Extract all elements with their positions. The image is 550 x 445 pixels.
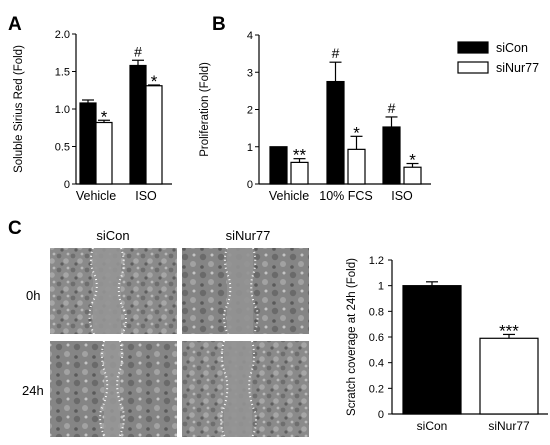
y-tick-label: 0.5	[55, 142, 70, 154]
significance-label: #	[332, 45, 340, 61]
y-tick-label: 3	[247, 67, 253, 79]
bar	[145, 85, 163, 185]
bar	[347, 148, 366, 185]
chart-sirius-red: 0 0.5 1.0 1.5 2.0 Soluble Sirius Red (Fold) * V…	[13, 29, 172, 203]
legend-label-sicon: siCon	[496, 41, 528, 55]
significance-label: #	[134, 43, 142, 59]
micrograph-row-label-24h: 24h	[22, 383, 44, 398]
legend: siCon siNur77	[457, 41, 539, 75]
y-axis-label: Soluble Sirius Red (Fold)	[13, 45, 25, 173]
legend-swatch-sicon	[457, 41, 489, 54]
y-tick-label: 0.6	[369, 332, 384, 344]
x-tick-label: ISO	[135, 189, 157, 203]
micrograph-col-label-sinur77: siNur77	[226, 228, 271, 243]
bar	[403, 166, 422, 185]
y-tick-label: 1	[378, 281, 384, 293]
y-tick-label: 1.0	[55, 104, 70, 116]
y-axis-label: Scratch coverage at 24h (Fold)	[346, 258, 358, 416]
chart-proliferation: 0 1 2 3 4 Proliferation (Fold) ** Vehicle # * 10% …	[199, 30, 431, 203]
y-tick-label: 0	[247, 179, 253, 191]
y-tick-label: 0.4	[369, 358, 384, 370]
y-tick-label: 4	[247, 30, 253, 42]
significance-label: *	[353, 123, 360, 142]
y-axis-label: Proliferation (Fold)	[199, 62, 211, 157]
panel-label-a: A	[8, 14, 22, 35]
y-tick-label: 1	[247, 142, 253, 154]
bar	[79, 102, 97, 185]
micrograph-row-label-0h: 0h	[26, 288, 40, 303]
micrograph-sinur77-24h	[182, 340, 309, 438]
legend-label-sinur77: siNur77	[496, 61, 539, 75]
bar	[290, 161, 309, 185]
y-tick-label: 0.2	[369, 383, 384, 395]
significance-label: *	[409, 151, 416, 170]
panel-label-b: B	[212, 14, 226, 35]
significance-label: **	[293, 146, 307, 165]
bar	[95, 121, 113, 185]
x-tick-label: ISO	[391, 189, 413, 203]
micrograph-sicon-0h	[50, 247, 177, 335]
significance-label: *	[151, 72, 158, 91]
x-tick-label: siCon	[417, 419, 448, 433]
bar	[479, 337, 539, 415]
x-tick-label: 10% FCS	[319, 189, 373, 203]
bar	[326, 80, 345, 185]
y-tick-label: 0	[64, 179, 70, 191]
x-tick-label: Vehicle	[269, 189, 309, 203]
y-tick-label: 1.5	[55, 67, 70, 79]
chart-scratch-coverage: 0 0.2 0.4 0.6 0.8 1 1.2 Scratch coverage at 24h…	[346, 255, 548, 433]
significance-label: ***	[499, 321, 519, 340]
x-tick-label: siNur77	[488, 419, 530, 433]
micrograph-col-label-sicon: siCon	[96, 228, 129, 243]
y-tick-label: 0	[378, 409, 384, 421]
bar	[129, 64, 147, 185]
y-tick-label: 0.8	[369, 306, 384, 318]
y-tick-label: 1.2	[369, 255, 384, 267]
micrograph-sicon-24h	[50, 340, 177, 438]
x-tick-label: Vehicle	[76, 189, 116, 203]
legend-swatch-sinur77	[457, 61, 489, 74]
y-tick-label: 2.0	[55, 29, 70, 41]
significance-label: #	[388, 100, 396, 116]
bar	[269, 146, 288, 185]
significance-label: *	[101, 107, 108, 126]
panel-label-c: C	[8, 218, 22, 239]
y-tick-label: 2	[247, 105, 253, 117]
bar	[402, 285, 462, 415]
micrograph-sinur77-0h	[182, 247, 309, 335]
bar	[382, 126, 401, 185]
